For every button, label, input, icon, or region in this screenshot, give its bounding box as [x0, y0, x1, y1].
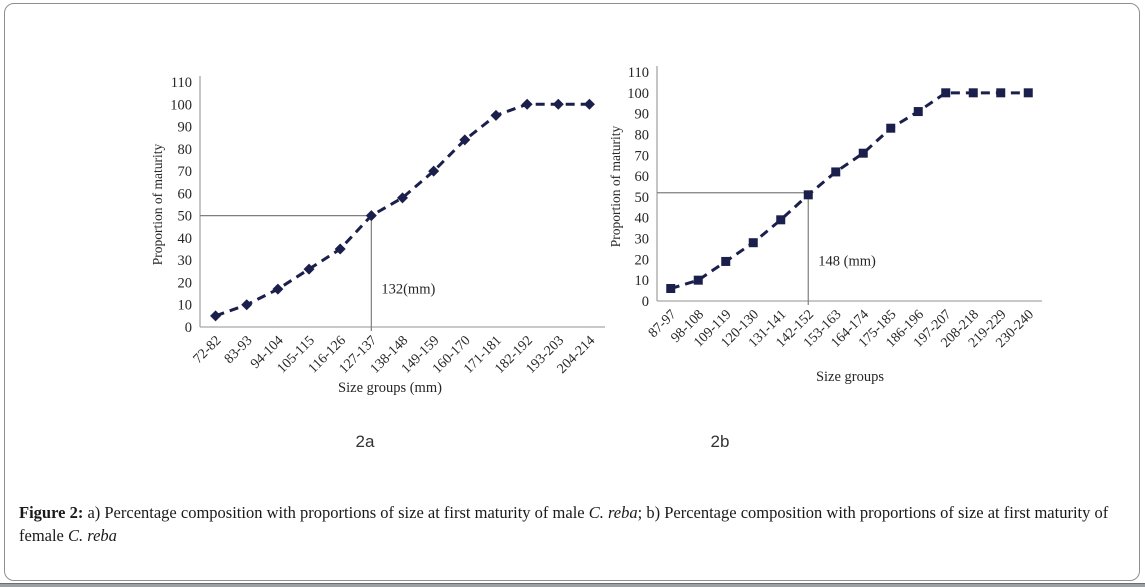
data-point-marker — [303, 263, 315, 275]
data-point-marker — [941, 88, 951, 98]
data-point-marker — [397, 192, 408, 204]
data-point-marker — [996, 88, 1006, 98]
y-tick-label: 60 — [635, 169, 650, 185]
subfigure-label-2a: 2a — [355, 432, 375, 451]
data-point-marker — [886, 123, 896, 133]
x-axis-title: Size groups (mm) — [338, 380, 442, 396]
y-tick-label: 100 — [170, 97, 192, 113]
y-tick-label: 80 — [635, 127, 650, 143]
chart-male-maturity-ogive: 0 10 20 30 40 50 60 70 80 90 100 110 72-82 83-93 94-10… — [140, 59, 635, 459]
data-point-marker — [913, 107, 923, 117]
data-point-marker — [459, 134, 471, 146]
y-tick-label: 10 — [635, 273, 650, 289]
data-point-marker — [334, 243, 346, 255]
data-point-marker — [748, 238, 758, 248]
y-tick-label: 110 — [628, 65, 649, 81]
caption-segment: Figure 2: — [19, 503, 84, 522]
y-tick-label: 50 — [178, 209, 193, 225]
data-point-marker — [858, 148, 868, 158]
data-point-marker — [1023, 88, 1033, 98]
data-point-marker — [521, 98, 533, 110]
caption-segment: C. reba — [588, 503, 638, 522]
figure-frame: 0 10 20 30 40 50 60 70 80 90 100 110 72-82 83-93 94-10… — [4, 3, 1140, 581]
y-tick-label: 10 — [178, 298, 193, 314]
subfigure-label-2b: 2b — [710, 432, 730, 451]
y-tick-label: 110 — [171, 75, 192, 91]
data-point-marker — [552, 98, 564, 110]
x-tick-label: 72-82 — [191, 333, 225, 367]
y-tick-label: 50 — [635, 190, 650, 206]
y-tick-label: 0 — [642, 294, 649, 310]
y-tick-label: 30 — [635, 232, 650, 248]
y-tick-label: 80 — [178, 142, 193, 158]
page-bottom-divider — [0, 583, 1145, 587]
y-tick-label: 60 — [178, 186, 193, 202]
data-point-marker — [721, 256, 731, 266]
data-point-marker — [241, 299, 253, 311]
series-line — [670, 91, 1029, 290]
y-axis-title: Proportion of maturity — [150, 144, 165, 266]
data-point-marker — [666, 284, 676, 294]
annotation-label: 132(mm) — [381, 282, 435, 298]
data-point-marker — [428, 165, 440, 177]
y-tick-label: 20 — [635, 252, 650, 268]
y-tick-label: 90 — [635, 107, 650, 123]
data-point-marker — [583, 98, 595, 110]
caption-segment: a) Percentage composition with proportio… — [83, 503, 589, 522]
chart-svg-2a: 010203040506070809010011072-8283-9394-10… — [150, 75, 605, 396]
data-point-marker — [693, 275, 703, 285]
y-tick-label: 70 — [178, 164, 193, 180]
y-tick-label: 40 — [635, 211, 650, 227]
figure-caption: Figure 2: a) Percentage composition with… — [19, 501, 1127, 547]
data-point-marker — [210, 310, 222, 322]
caption-segment: C. reba — [68, 526, 117, 545]
data-point-marker — [490, 109, 502, 121]
y-tick-label: 30 — [178, 253, 193, 269]
data-point-marker — [272, 283, 284, 295]
data-point-marker — [803, 190, 813, 200]
annotation-label: 148 (mm) — [818, 254, 876, 270]
y-tick-label: 90 — [178, 120, 193, 136]
data-point-marker — [776, 215, 786, 225]
data-point-marker — [968, 88, 978, 98]
data-point-marker — [831, 167, 841, 177]
y-axis-title: Proportion of maturity — [608, 126, 623, 248]
caption-segment: ; b) Percentage composition with proport… — [19, 503, 1109, 545]
y-tick-label: 100 — [627, 86, 649, 102]
chart-female-maturity-ogive: 0 10 20 30 40 50 60 70 80 90 100 110 87-97 98-108 109-… — [605, 52, 1110, 452]
y-tick-label: 40 — [178, 231, 193, 247]
chart-svg-2b: 010203040506070809010011087-9798-108109-… — [608, 65, 1042, 385]
data-point-marker — [365, 210, 377, 222]
x-axis-title: Size groups — [816, 369, 884, 385]
y-tick-label: 70 — [635, 148, 650, 164]
y-tick-label: 20 — [178, 275, 193, 291]
y-tick-label: 0 — [185, 320, 192, 336]
